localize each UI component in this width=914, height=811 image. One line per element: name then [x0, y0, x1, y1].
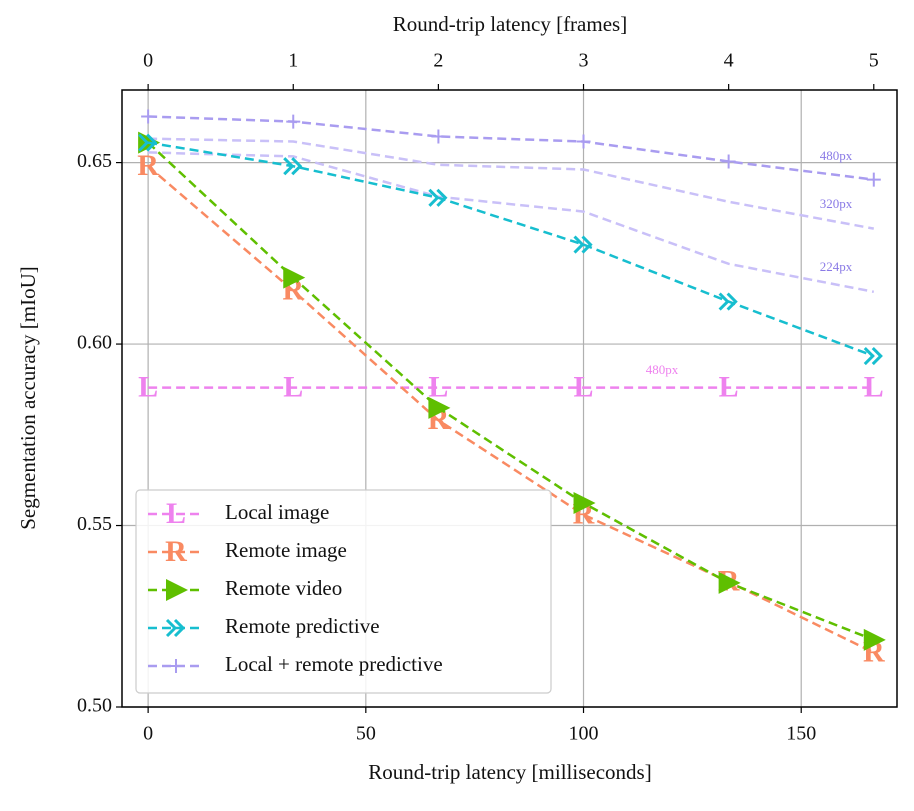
marker: R — [137, 149, 159, 182]
reference-line — [148, 137, 875, 230]
y-tick-label: 0.50 — [77, 695, 112, 717]
marker — [718, 292, 738, 311]
legend-label: Remote predictive — [225, 614, 380, 638]
marker — [138, 133, 158, 152]
x-tick-label: 0 — [143, 723, 153, 745]
marker — [286, 114, 301, 129]
legend-label: Remote image — [225, 538, 347, 562]
marker: L — [864, 371, 884, 404]
marker — [863, 346, 883, 366]
x2-tick-label: 1 — [288, 50, 298, 72]
y-tick-label: 0.65 — [77, 150, 112, 172]
marker — [718, 571, 741, 594]
marker: L — [138, 371, 158, 404]
x-axis-label: Round-trip latency [milliseconds] — [368, 760, 651, 784]
series-line — [147, 141, 875, 642]
x2-tick-label: 5 — [869, 50, 879, 72]
x2-axis-label: Round-trip latency [frames] — [393, 12, 627, 36]
marker — [863, 628, 886, 651]
legend: L Local image R Remote image Remote video Rem… — [135, 489, 552, 694]
x-tick-label: 150 — [786, 723, 816, 745]
reference-label: 224px — [820, 259, 853, 274]
reference-label: 320px — [820, 196, 853, 211]
marker — [169, 659, 183, 673]
marker — [283, 266, 306, 289]
marker: L — [719, 371, 739, 404]
marker — [573, 492, 596, 515]
x2-tick-label: 4 — [724, 50, 734, 72]
marker: R — [165, 535, 187, 568]
marker: L — [283, 371, 303, 404]
x-tick-label: 100 — [569, 723, 599, 745]
marker — [166, 579, 188, 601]
marker — [721, 154, 736, 169]
legend-box — [135, 489, 552, 694]
marker — [866, 172, 881, 187]
annotation: 480px — [820, 148, 853, 163]
reference-line — [148, 151, 875, 294]
annotation: 480px — [646, 362, 679, 377]
marker — [573, 235, 593, 254]
y-tick-label: 0.60 — [77, 332, 112, 354]
marker: L — [428, 371, 448, 404]
x2-tick-label: 0 — [143, 50, 153, 72]
series-line — [147, 141, 875, 358]
x2-tick-label: 2 — [433, 50, 443, 72]
plot-frame — [121, 89, 898, 708]
marker: L — [166, 497, 186, 530]
legend-label: Remote video — [225, 576, 342, 600]
marker — [283, 157, 303, 176]
y-tick-label: 0.55 — [77, 513, 112, 535]
y-axis-label: Segmentation accuracy [mIoU] — [16, 266, 40, 530]
marker: L — [574, 371, 594, 404]
series-line — [148, 115, 874, 181]
marker — [431, 129, 446, 144]
marker — [141, 109, 156, 124]
legend-label: Local image — [225, 500, 329, 524]
x-tick-label: 50 — [356, 723, 376, 745]
marker — [165, 618, 186, 638]
marker — [428, 396, 451, 419]
legend-label: Local + remote predictive — [225, 652, 443, 676]
x2-tick-label: 3 — [579, 50, 589, 72]
marker — [576, 134, 591, 149]
marker — [428, 188, 448, 207]
